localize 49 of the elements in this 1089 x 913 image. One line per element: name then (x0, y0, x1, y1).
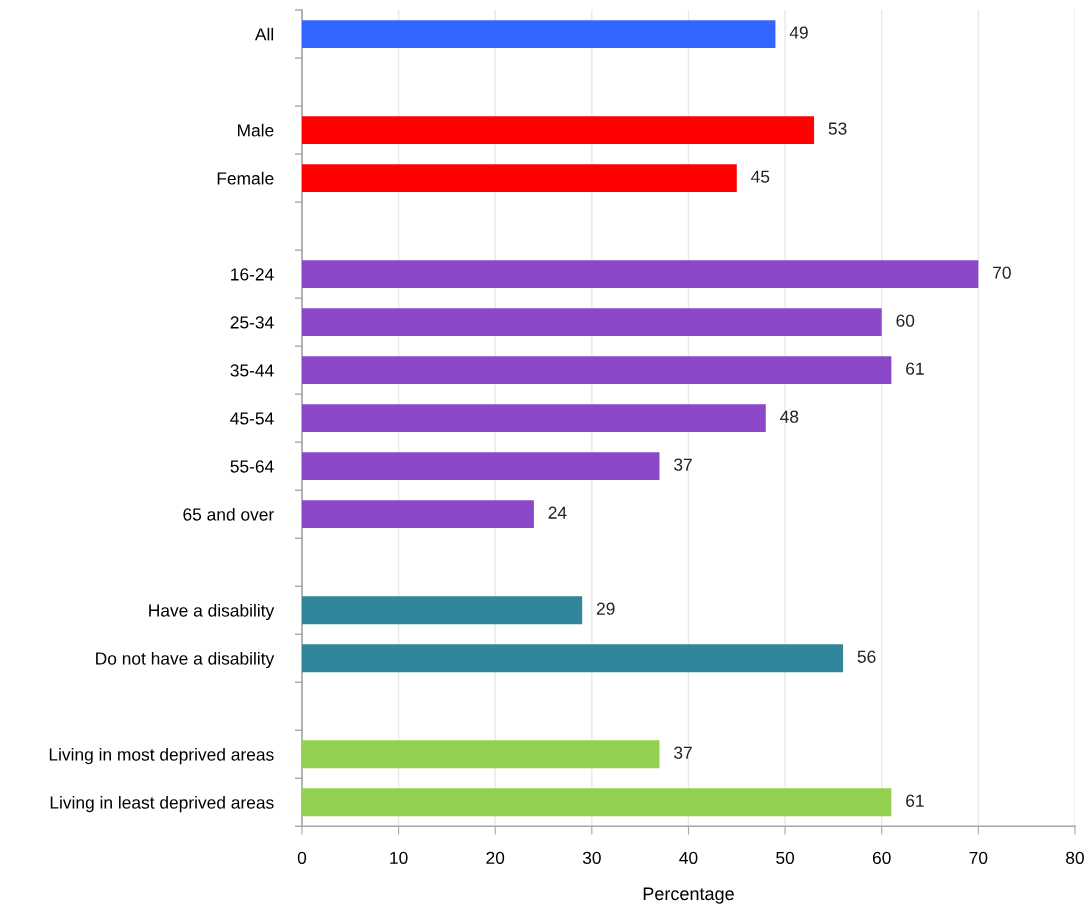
data-label: 24 (548, 506, 567, 519)
y-tick-label: 55-64 (230, 460, 274, 473)
bar (301, 644, 844, 673)
data-label: 61 (906, 362, 924, 375)
data-label: 45 (751, 170, 770, 183)
y-tick-label: Living in least deprived areas (50, 795, 274, 813)
bar (301, 356, 892, 385)
x-tick-label: 50 (776, 851, 795, 865)
bar (301, 164, 737, 193)
data-label: 61 (906, 794, 924, 807)
data-label: 48 (780, 410, 799, 423)
x-tick-label: 40 (679, 851, 698, 865)
data-label: 37 (674, 458, 692, 471)
data-label: 49 (789, 26, 808, 39)
x-tick-label: 20 (486, 851, 505, 865)
bar (301, 788, 892, 817)
bar (301, 500, 534, 529)
x-tick-label: 80 (1066, 851, 1084, 865)
x-tick-label: 0 (297, 851, 307, 865)
bar (301, 308, 882, 337)
data-label: 29 (596, 602, 615, 615)
y-tick-label: All (254, 27, 274, 41)
y-tick-label: 65 and over (183, 507, 274, 521)
y-tick-label: Living in most deprived areas (49, 747, 274, 765)
y-tick-label: Have a disability (149, 603, 275, 621)
x-tick-label: 10 (390, 851, 408, 865)
y-tick-label: Male (238, 123, 274, 137)
bar (301, 452, 660, 481)
y-tick-label: 25-34 (230, 316, 274, 329)
y-tick-label: 16-24 (231, 268, 274, 281)
y-tick-label: 45-54 (230, 412, 274, 425)
x-tick-label: 70 (969, 851, 988, 865)
bar (301, 596, 583, 625)
x-axis-title: Percentage (643, 887, 734, 904)
data-label: 37 (674, 746, 692, 759)
x-tick-label: 60 (872, 851, 891, 865)
y-tick-label: Female (217, 171, 274, 185)
bar (301, 404, 766, 433)
bar (301, 20, 776, 48)
y-tick-label: 35-44 (230, 364, 274, 377)
bar (301, 260, 979, 289)
x-tick-label: 30 (582, 851, 601, 865)
bar (301, 116, 815, 144)
y-tick-label: Do not have a disability (96, 651, 275, 669)
data-label: 70 (993, 266, 1011, 279)
data-label: 56 (857, 650, 876, 663)
data-label: 60 (896, 314, 915, 327)
data-label: 53 (828, 122, 847, 135)
bar (301, 740, 660, 769)
